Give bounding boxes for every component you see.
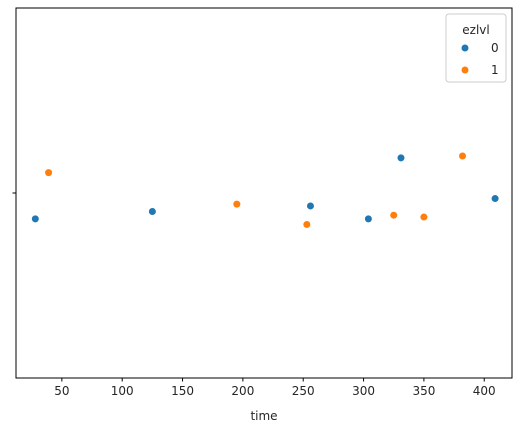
legend-marker-1: [461, 66, 469, 74]
data-point-ezlvl-1: [233, 200, 241, 208]
legend: ezlvl 0 1: [445, 13, 507, 83]
data-points: [31, 152, 499, 228]
x-tick-label: 100: [111, 384, 134, 398]
x-tick-label: 300: [352, 384, 375, 398]
data-point-ezlvl-1: [459, 152, 467, 160]
x-tick-label: 400: [473, 384, 496, 398]
data-point-ezlvl-0: [491, 195, 499, 203]
legend-marker-0: [461, 44, 469, 52]
legend-box: [445, 13, 507, 83]
data-point-ezlvl-0: [31, 215, 39, 223]
x-tick-label: 200: [231, 384, 254, 398]
x-tick-label: 250: [292, 384, 315, 398]
legend-title: ezlvl: [462, 23, 489, 37]
legend-label-0: 0: [491, 41, 499, 55]
data-point-ezlvl-0: [397, 154, 405, 162]
data-point-ezlvl-0: [148, 208, 156, 215]
x-tick-label: 350: [412, 384, 435, 398]
legend-label-1: 1: [491, 63, 499, 77]
data-point-ezlvl-0: [306, 202, 314, 210]
plot-area: [15, 7, 513, 379]
x-axis-label: time: [250, 409, 277, 423]
data-point-ezlvl-1: [390, 211, 398, 219]
data-point-ezlvl-0: [364, 215, 372, 223]
x-tick-label: 150: [171, 384, 194, 398]
data-point-ezlvl-1: [420, 213, 428, 221]
x-axis-ticks: 50 100 150 200 250 300 350 400: [54, 378, 496, 398]
data-point-ezlvl-1: [303, 220, 311, 228]
data-point-ezlvl-1: [45, 169, 53, 177]
x-tick-label: 50: [54, 384, 69, 398]
